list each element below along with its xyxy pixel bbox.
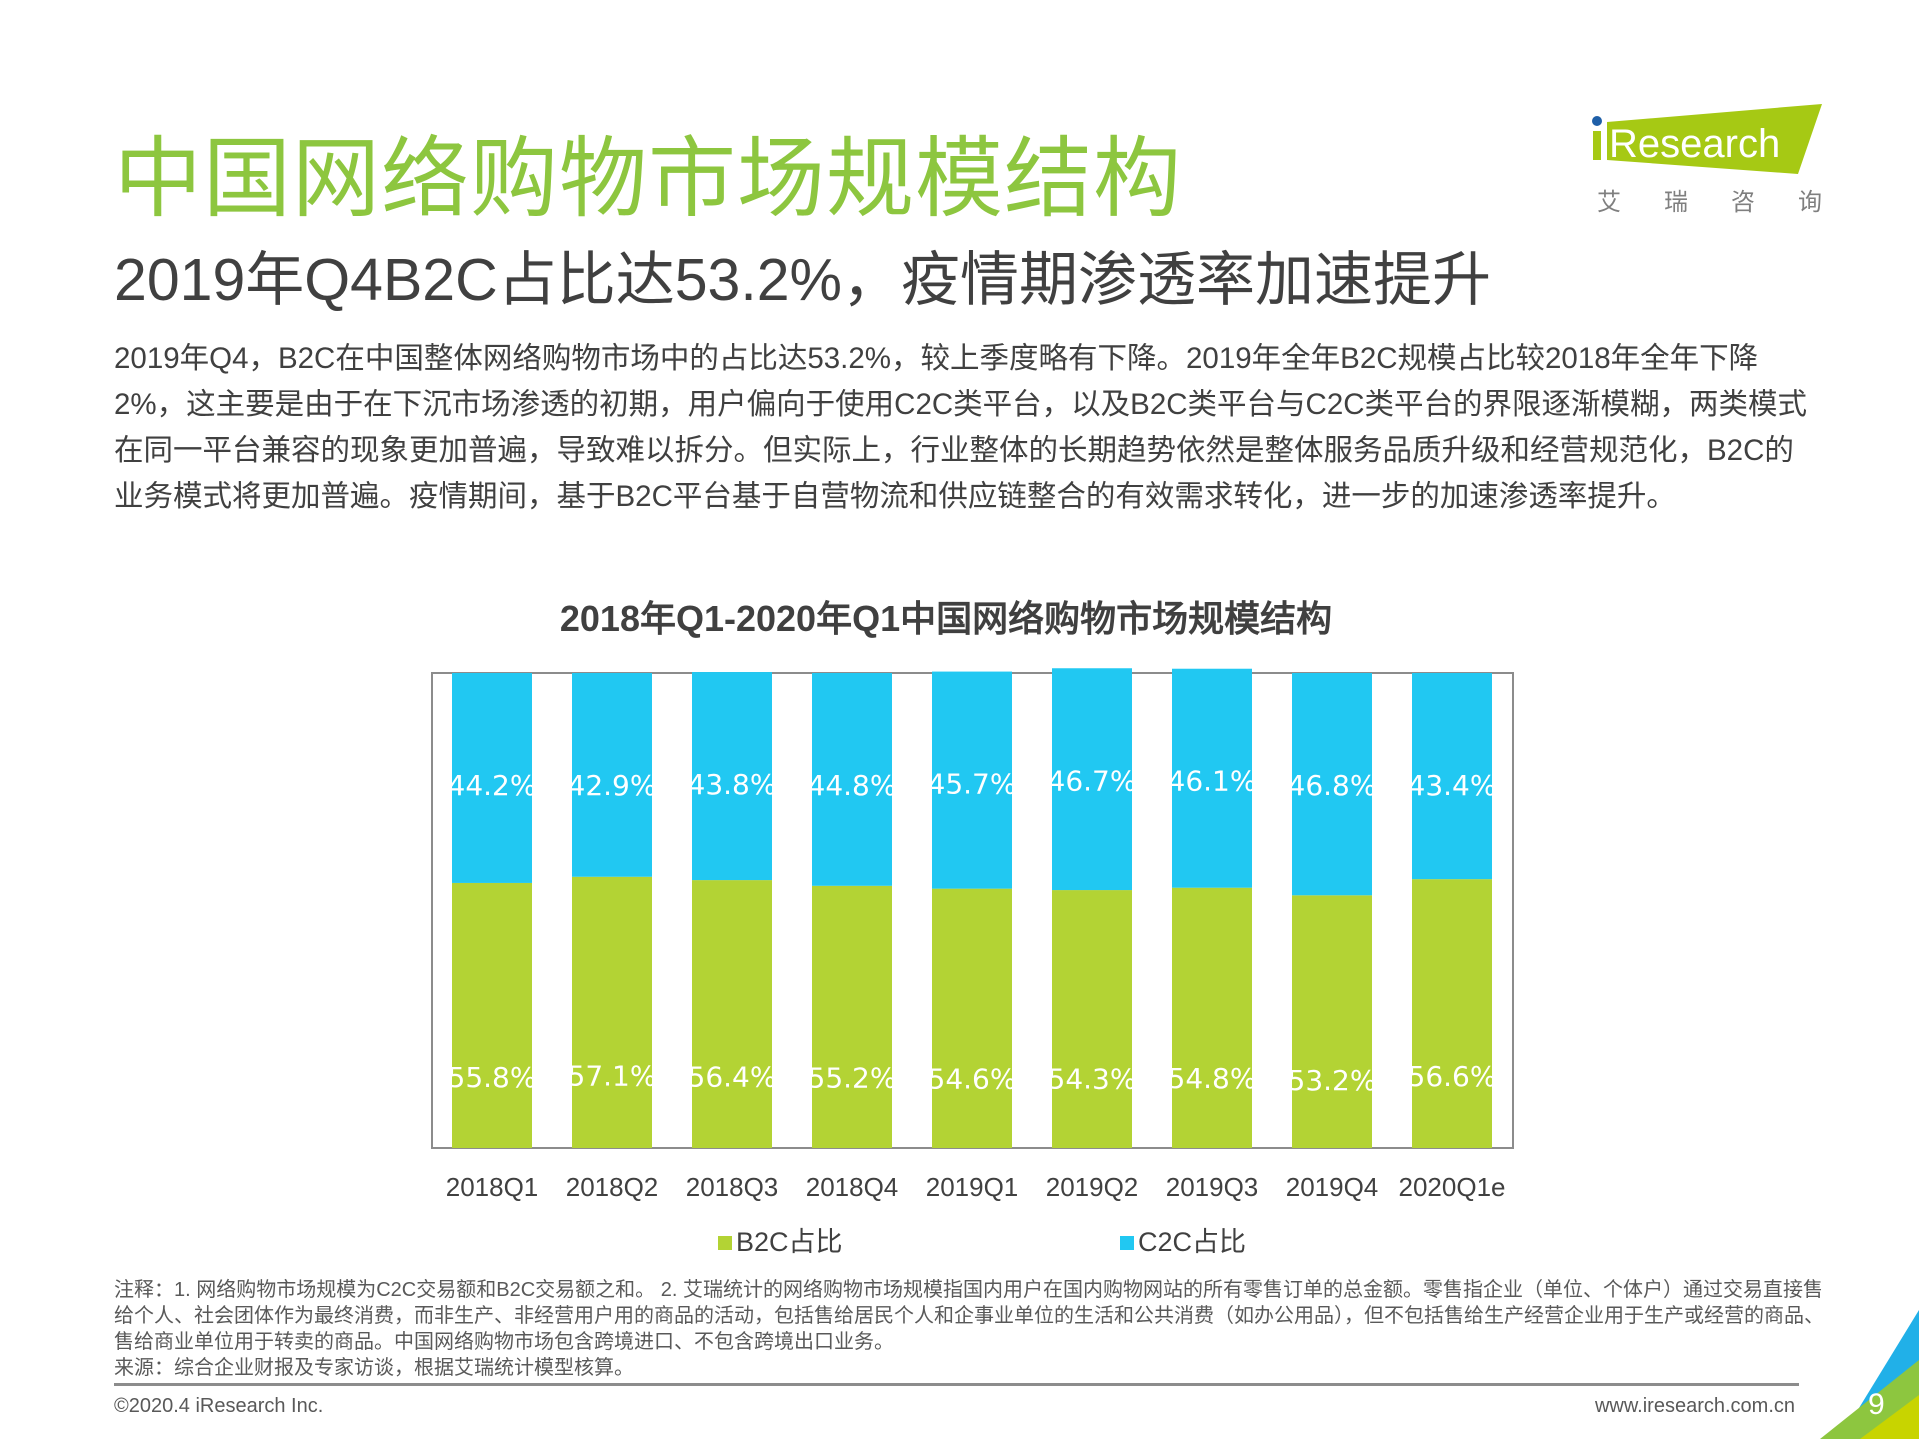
stacked-bar-chart: 55.8% 44.2% 2018Q1 57.1% 42.9% 2018Q2 56.4% 43.… bbox=[431, 668, 1514, 1202]
data-label: 46.7% bbox=[1048, 764, 1137, 797]
bar-b2c-2018Q4 bbox=[812, 885, 892, 1148]
legend-item-b2c: B2C占比 bbox=[718, 1220, 843, 1259]
chart-title: 2018年Q1-2020年Q1中国网络购物市场规模结构 bbox=[559, 598, 1333, 639]
data-label: 54.6% bbox=[928, 1062, 1017, 1095]
data-label: 43.8% bbox=[688, 768, 777, 801]
svg-text:Research: Research bbox=[1609, 122, 1780, 166]
source-text: 来源：综合企业财报及专家访谈，根据艾瑞统计模型核算。 bbox=[114, 1357, 634, 1379]
website-link[interactable]: www.iresearch.com.cn bbox=[1594, 1395, 1795, 1417]
bar-c2c-2018Q3 bbox=[692, 672, 772, 881]
legend-swatch-b2c bbox=[718, 1236, 732, 1250]
data-label: 56.4% bbox=[688, 1060, 777, 1093]
bar-b2c-2019Q3 bbox=[1172, 887, 1252, 1148]
data-label: 57.1% bbox=[568, 1060, 657, 1093]
bar-b2c-2019Q2 bbox=[1052, 890, 1132, 1148]
bar-c2c-2018Q4 bbox=[812, 673, 892, 886]
bar-b2c-2019Q4 bbox=[1292, 895, 1372, 1148]
bar-c2c-2018Q2 bbox=[572, 673, 652, 877]
note-text: 注释：1. 网络购物市场规模为C2C交易额和B2C交易额之和。 2. 艾瑞统计的… bbox=[114, 1279, 1824, 1353]
bar-c2c-2019Q2 bbox=[1052, 668, 1132, 891]
x-tick-label: 2019Q2 bbox=[1046, 1172, 1139, 1202]
bar-b2c-2018Q1 bbox=[452, 882, 532, 1148]
data-label: 54.3% bbox=[1048, 1063, 1137, 1096]
data-label: 44.2% bbox=[448, 769, 537, 802]
bar-c2c-2019Q3 bbox=[1172, 668, 1252, 888]
legend-item-c2c: C2C占比 bbox=[1120, 1220, 1246, 1259]
data-label: 42.9% bbox=[568, 769, 657, 802]
bar-c2c-2020Q1e bbox=[1412, 673, 1492, 880]
footnotes: 注释：1. 网络购物市场规模为C2C交易额和B2C交易额之和。 2. 艾瑞统计的… bbox=[114, 1277, 1824, 1381]
page-number: 9 bbox=[1868, 1388, 1885, 1421]
x-tick-label: 2018Q3 bbox=[686, 1172, 779, 1202]
page-subtitle: 2019年Q4B2C占比达53.2%，疫情期渗透率加速提升 bbox=[114, 247, 1492, 313]
data-label: 53.2% bbox=[1288, 1064, 1377, 1097]
bar-c2c-2018Q1 bbox=[452, 673, 532, 883]
data-label: 45.7% bbox=[928, 768, 1017, 801]
data-label: 55.8% bbox=[448, 1061, 537, 1094]
data-label: 46.1% bbox=[1168, 765, 1257, 798]
legend-swatch-c2c bbox=[1120, 1236, 1134, 1250]
iresearch-logo: Research 艾 瑞 咨 询 bbox=[1592, 104, 1822, 216]
bar-b2c-2019Q1 bbox=[932, 888, 1012, 1148]
bar-b2c-2020Q1e bbox=[1412, 879, 1492, 1148]
bar-c2c-2019Q4 bbox=[1292, 673, 1372, 896]
x-tick-label: 2019Q4 bbox=[1286, 1172, 1379, 1202]
data-label: 43.4% bbox=[1408, 769, 1497, 802]
data-label: 44.8% bbox=[808, 769, 897, 802]
x-tick-label: 2019Q3 bbox=[1166, 1172, 1259, 1202]
bar-c2c-2019Q1 bbox=[932, 671, 1012, 889]
data-label: 55.2% bbox=[808, 1062, 897, 1095]
legend-label-b2c: B2C占比 bbox=[736, 1227, 843, 1257]
x-tick-label: 2018Q4 bbox=[806, 1172, 899, 1202]
x-tick-label: 2019Q1 bbox=[926, 1172, 1019, 1202]
data-label: 54.8% bbox=[1168, 1062, 1257, 1095]
corner-decoration bbox=[1820, 1310, 1919, 1439]
data-label: 46.8% bbox=[1288, 769, 1377, 802]
x-tick-label: 2020Q1e bbox=[1399, 1172, 1506, 1202]
copyright: ©2020.4 iResearch Inc. bbox=[114, 1395, 324, 1417]
page-title: 中国网络购物市场规模结构 bbox=[114, 129, 1183, 228]
bar-b2c-2018Q2 bbox=[572, 876, 652, 1148]
footer-divider bbox=[114, 1383, 1799, 1386]
bar-b2c-2018Q3 bbox=[692, 880, 772, 1148]
x-tick-label: 2018Q1 bbox=[446, 1172, 539, 1202]
summary-paragraph: 2019年Q4，B2C在中国整体网络购物市场中的占比达53.2%，较上季度略有下… bbox=[114, 342, 1808, 513]
x-tick-label: 2018Q2 bbox=[566, 1172, 659, 1202]
data-label: 56.6% bbox=[1408, 1060, 1497, 1093]
legend-label-c2c: C2C占比 bbox=[1138, 1227, 1247, 1257]
